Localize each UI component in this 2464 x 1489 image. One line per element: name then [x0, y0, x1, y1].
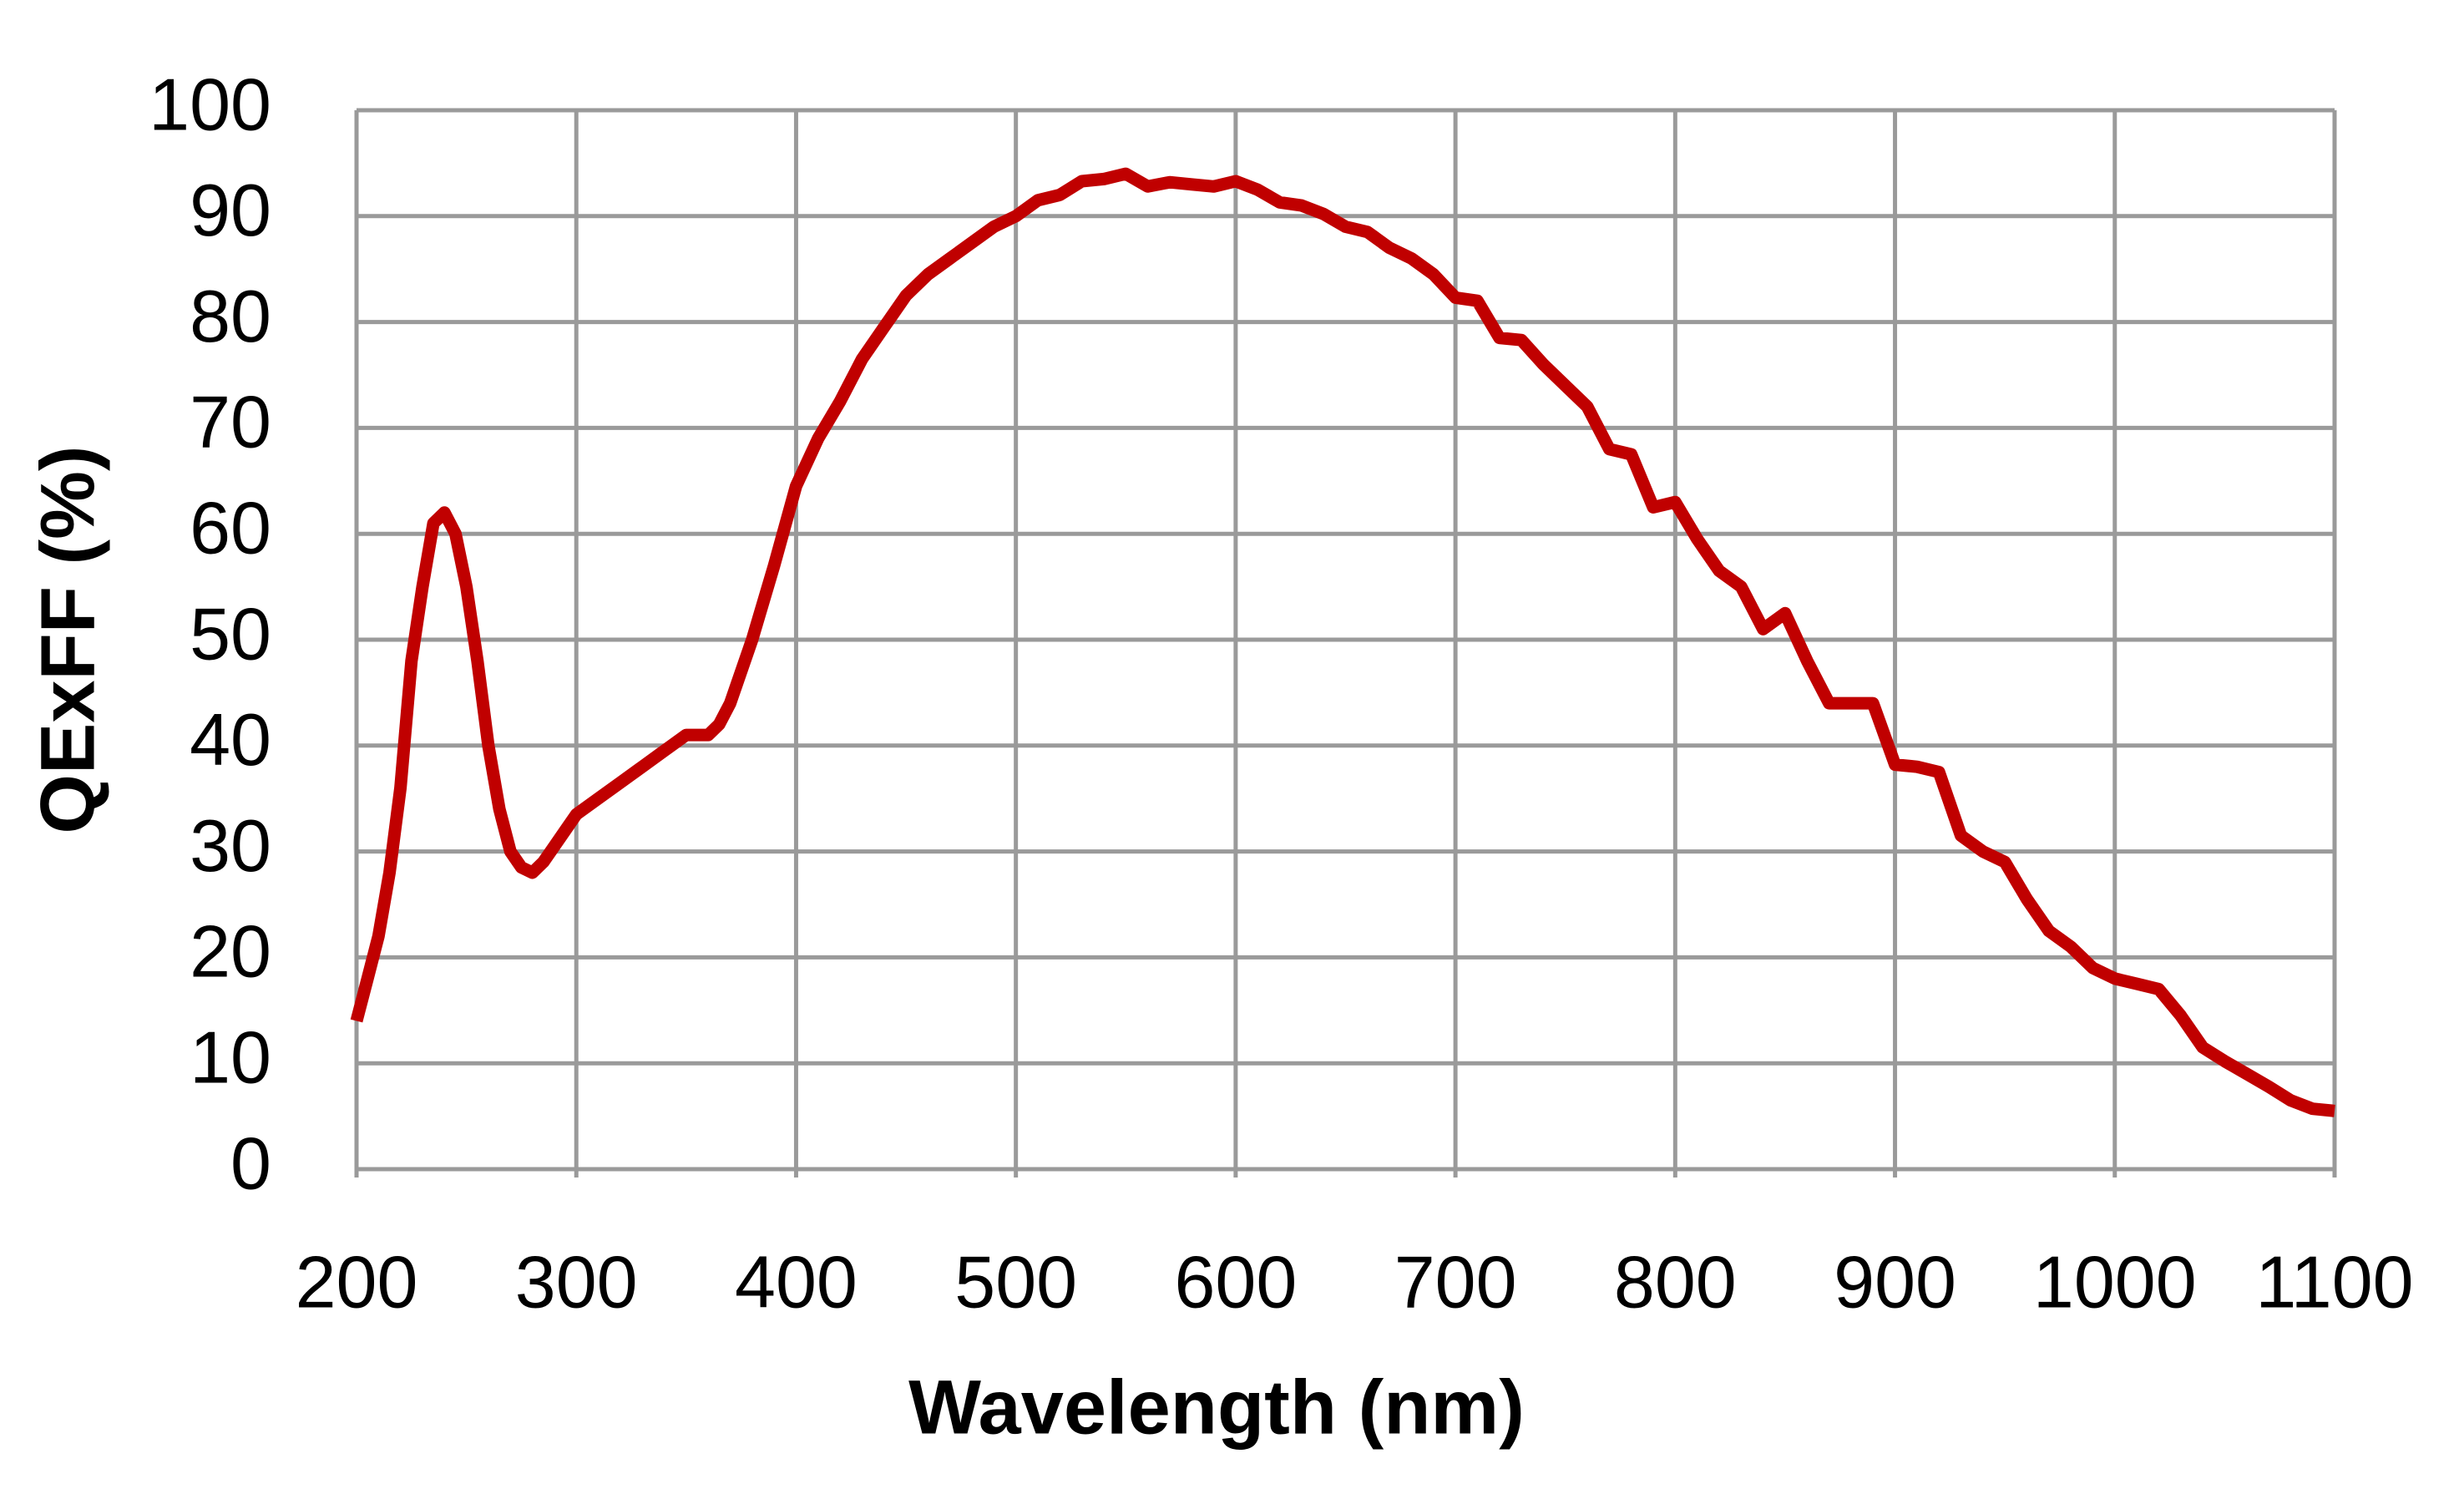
- x-tick-label: 800: [1614, 1240, 1737, 1323]
- x-tick-label: 1100: [2255, 1240, 2413, 1323]
- x-tick-label: 300: [515, 1240, 638, 1323]
- x-tick-label: 200: [296, 1240, 418, 1323]
- y-tick-label: 60: [190, 486, 271, 569]
- x-tick-label: 700: [1394, 1240, 1517, 1323]
- y-tick-label: 100: [149, 63, 271, 145]
- y-tick-label: 0: [230, 1122, 271, 1204]
- y-tick-label: 90: [190, 169, 271, 251]
- y-tick-label: 50: [190, 592, 271, 675]
- y-tick-label: 30: [190, 804, 271, 887]
- x-tick-label: 400: [735, 1240, 858, 1323]
- y-tick-label: 80: [190, 275, 271, 357]
- y-tick-label: 70: [190, 381, 271, 463]
- y-tick-label: 10: [190, 1015, 271, 1098]
- data-line: [350, 167, 2335, 1117]
- x-tick-label: 1000: [2033, 1240, 2197, 1323]
- x-tick-label: 500: [954, 1240, 1077, 1323]
- x-tick-label: 600: [1174, 1240, 1297, 1323]
- x-axis-label: Wavelength (nm): [908, 1365, 1525, 1450]
- y-tick-label: 40: [190, 698, 271, 781]
- y-tick-label: 20: [190, 910, 271, 993]
- x-tick-label: 900: [1834, 1240, 1956, 1323]
- y-axis-label: QExFF (%): [25, 445, 110, 833]
